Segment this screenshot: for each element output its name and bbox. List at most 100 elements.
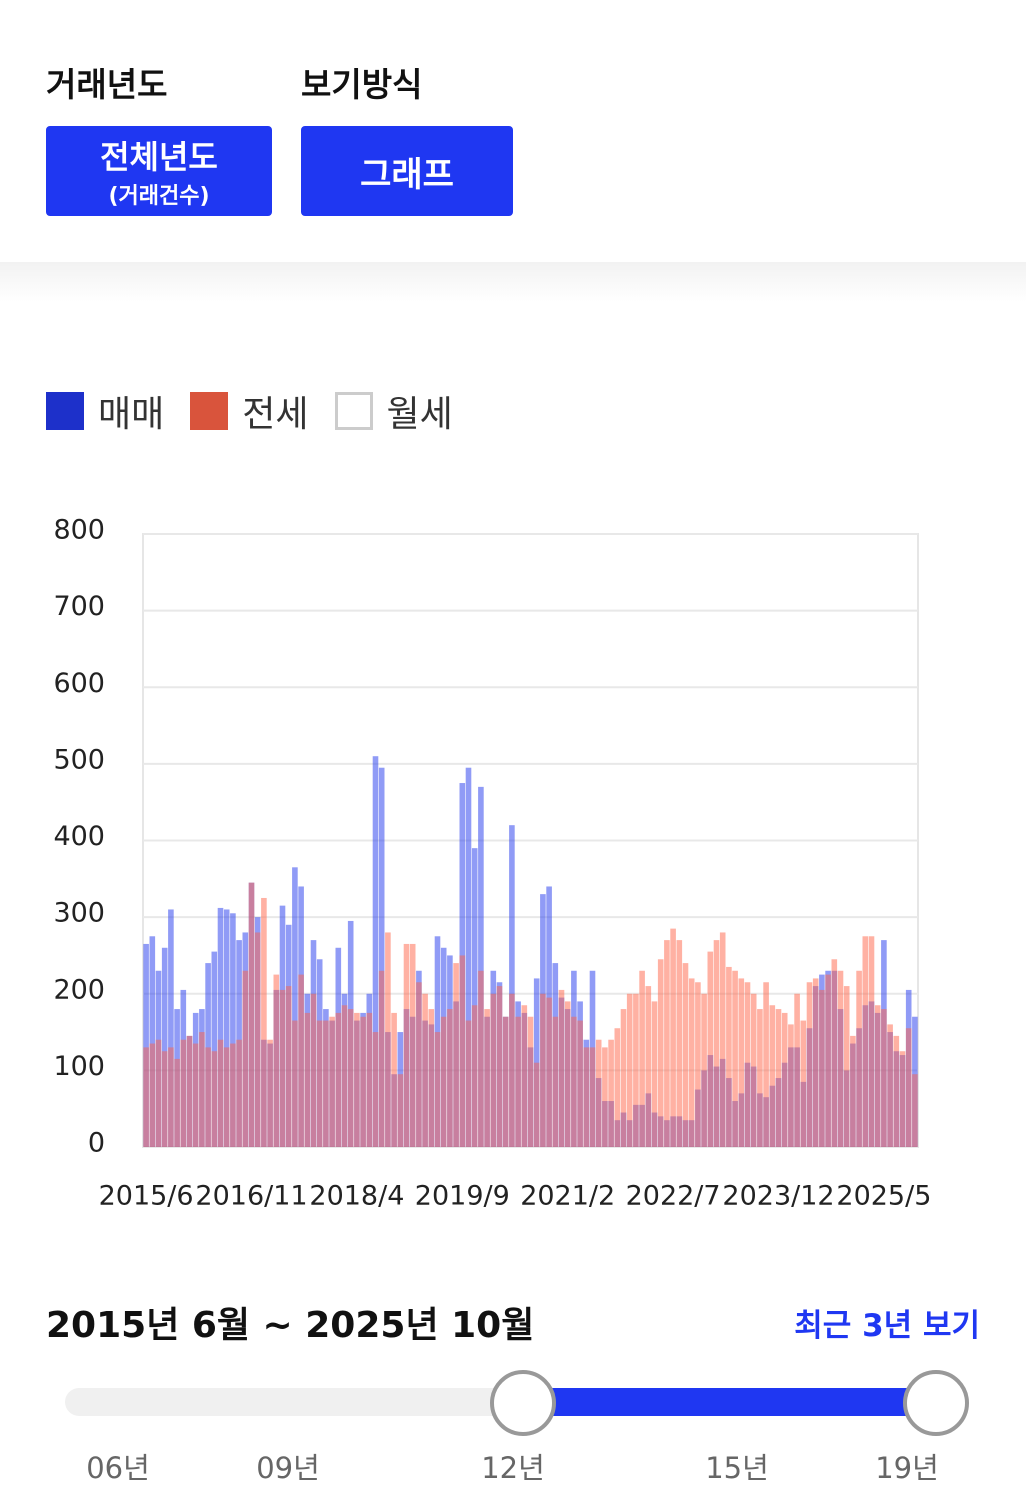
bar (378, 970, 385, 1147)
bar (788, 1024, 794, 1147)
y-tick-label: 600 (53, 668, 105, 699)
bar (552, 1016, 559, 1147)
bar (502, 1016, 509, 1147)
bar (205, 1047, 211, 1147)
bar (589, 1047, 596, 1147)
bar (868, 936, 875, 1147)
bar (168, 1047, 174, 1147)
bar (471, 1005, 478, 1147)
bar (651, 1001, 658, 1147)
bar (819, 989, 825, 1147)
bar (620, 1009, 627, 1147)
bar (242, 970, 249, 1147)
bar (781, 1012, 788, 1147)
bar (292, 1020, 298, 1147)
bar (434, 1032, 441, 1147)
bar (267, 1039, 273, 1147)
bar (676, 940, 683, 1147)
x-tick-label: 2018/4 (309, 1181, 404, 1212)
bar (217, 907, 224, 1147)
bar (527, 1016, 534, 1147)
view-button[interactable]: 그래프 (301, 126, 513, 216)
bar (893, 1035, 900, 1147)
bar (292, 867, 298, 1147)
bar (180, 1039, 187, 1147)
bar (602, 1047, 608, 1147)
bar (688, 978, 695, 1147)
bar (540, 993, 546, 1147)
bar (230, 1043, 236, 1147)
bar (372, 1032, 379, 1147)
bar (335, 1012, 342, 1147)
bar (577, 1020, 583, 1147)
bar (323, 1020, 329, 1147)
bar (719, 932, 726, 1147)
bar (211, 951, 218, 1147)
year-label: 거래년도 (46, 65, 168, 104)
bar (149, 1043, 156, 1147)
bar (657, 959, 664, 1147)
bar (887, 1024, 893, 1147)
bar (261, 897, 267, 1147)
bar (298, 974, 304, 1147)
year-button-sub: (거래건수) (108, 184, 210, 209)
x-tick-label: 2023/12 (722, 1181, 834, 1212)
slider-knob[interactable] (903, 1370, 969, 1436)
bar (341, 1005, 348, 1147)
bar (701, 993, 707, 1147)
bar (478, 970, 484, 1147)
bar (515, 1016, 521, 1147)
bar (558, 989, 565, 1147)
bar (899, 1051, 906, 1147)
bar (329, 1016, 335, 1147)
slider-knob[interactable] (490, 1370, 556, 1436)
legend-item[interactable]: 전세 (190, 385, 309, 437)
y-tick-label: 400 (53, 821, 105, 852)
y-tick-label: 700 (53, 591, 105, 622)
bar (459, 955, 466, 1147)
bar (273, 974, 280, 1147)
bar (521, 1005, 528, 1147)
legend-label: 매매 (98, 394, 165, 435)
bar (174, 1058, 180, 1147)
legend-item[interactable]: 매매 (46, 385, 164, 437)
bar (316, 1020, 323, 1147)
bar (825, 974, 831, 1147)
bar (645, 986, 652, 1147)
year-button[interactable]: 전체년도 (거래건수) (46, 126, 272, 216)
bar (372, 756, 379, 1147)
bar (856, 970, 862, 1147)
bar (769, 1005, 776, 1147)
bar (695, 982, 701, 1147)
bar (763, 982, 769, 1147)
separator (0, 262, 1026, 302)
bar (378, 767, 385, 1147)
recent-link[interactable]: 최근 3년 보기 (794, 1308, 980, 1344)
bar (161, 1051, 168, 1147)
x-tick-label: 2022/7 (626, 1181, 721, 1212)
slider-label: 09년 (256, 1451, 320, 1485)
bar (682, 963, 689, 1147)
bar (583, 1047, 590, 1147)
bar (509, 825, 515, 1147)
x-tick-label: 2015/6 (99, 1181, 194, 1212)
bar (416, 982, 422, 1147)
bar (440, 1016, 447, 1147)
legend: 매매 전세 월세 (46, 385, 479, 437)
y-tick-label: 200 (53, 974, 105, 1005)
bar (812, 978, 819, 1147)
legend-item[interactable]: 월세 (334, 385, 453, 437)
bar (874, 1005, 881, 1147)
bar (750, 993, 757, 1147)
bar (310, 993, 317, 1147)
bar (143, 1047, 149, 1147)
bar (236, 1039, 242, 1147)
bar (571, 1016, 577, 1147)
bar (831, 959, 838, 1147)
legend-label: 월세 (386, 394, 453, 435)
bar (186, 1035, 193, 1147)
bar (744, 982, 751, 1147)
y-tick-label: 800 (53, 515, 105, 546)
